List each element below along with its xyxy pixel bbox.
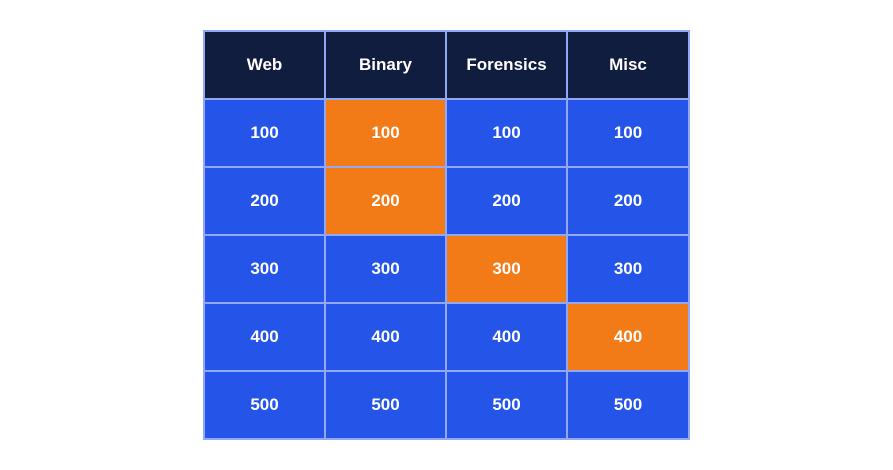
- tile-web-400[interactable]: 400: [205, 304, 324, 370]
- challenge-board: Web Binary Forensics Misc 100 100 100 10…: [203, 30, 690, 440]
- tile-forensics-100[interactable]: 100: [447, 100, 566, 166]
- tile-forensics-400[interactable]: 400: [447, 304, 566, 370]
- tile-misc-500[interactable]: 500: [568, 372, 688, 438]
- category-header-binary: Binary: [326, 32, 445, 98]
- tile-forensics-300[interactable]: 300: [447, 236, 566, 302]
- tile-misc-200[interactable]: 200: [568, 168, 688, 234]
- category-header-forensics: Forensics: [447, 32, 566, 98]
- tile-web-100[interactable]: 100: [205, 100, 324, 166]
- tile-forensics-200[interactable]: 200: [447, 168, 566, 234]
- tile-misc-100[interactable]: 100: [568, 100, 688, 166]
- tile-web-200[interactable]: 200: [205, 168, 324, 234]
- tile-binary-400[interactable]: 400: [326, 304, 445, 370]
- tile-misc-400[interactable]: 400: [568, 304, 688, 370]
- category-header-web: Web: [205, 32, 324, 98]
- category-header-misc: Misc: [568, 32, 688, 98]
- tile-web-300[interactable]: 300: [205, 236, 324, 302]
- tile-misc-300[interactable]: 300: [568, 236, 688, 302]
- tile-binary-200[interactable]: 200: [326, 168, 445, 234]
- tile-binary-100[interactable]: 100: [326, 100, 445, 166]
- tile-binary-500[interactable]: 500: [326, 372, 445, 438]
- tile-web-500[interactable]: 500: [205, 372, 324, 438]
- tile-binary-300[interactable]: 300: [326, 236, 445, 302]
- tile-forensics-500[interactable]: 500: [447, 372, 566, 438]
